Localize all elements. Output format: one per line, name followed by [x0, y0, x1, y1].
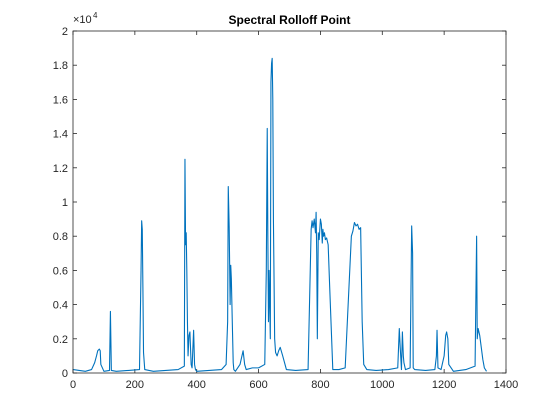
y-tick-label: 1.6	[53, 94, 68, 106]
x-tick-label: 0	[70, 379, 76, 391]
y-tick-label: 1	[62, 197, 68, 209]
x-tick-label: 800	[311, 379, 329, 391]
x-tick-label: 600	[249, 379, 267, 391]
x-tick-label: 1400	[494, 379, 518, 391]
x-tick-label: 1000	[370, 379, 394, 391]
y-tick-label: 0.2	[53, 334, 68, 346]
y-tick-label: 0.8	[53, 231, 68, 243]
y-tick-label: 0.6	[53, 265, 68, 277]
y-tick-label: 1.2	[53, 163, 68, 175]
y-axis-ticks: 0 0.2 0.4 0.6 0.8 1 1.2 1.4 1.6 1.8 2	[53, 26, 506, 380]
chart-title: Spectral Rolloff Point	[228, 13, 350, 27]
y-axis-exponent: ×10 4	[73, 11, 98, 26]
y-tick-label: 0	[62, 368, 68, 380]
plot-area	[73, 31, 506, 373]
y-tick-label: 1.8	[53, 60, 68, 72]
y-tick-label: 1.4	[53, 129, 68, 141]
series-line	[73, 57, 487, 372]
x-axis-ticks: 0 200 400 600 800 1000 1200 1400	[70, 31, 518, 391]
x-tick-label: 1200	[432, 379, 456, 391]
y-tick-label: 0.4	[53, 300, 68, 312]
exponent-base: ×10	[73, 14, 92, 26]
y-tick-label: 2	[62, 26, 68, 38]
x-tick-label: 400	[188, 379, 206, 391]
exponent-power: 4	[93, 11, 98, 20]
plot-frame	[72, 30, 507, 374]
x-tick-label: 200	[126, 379, 144, 391]
